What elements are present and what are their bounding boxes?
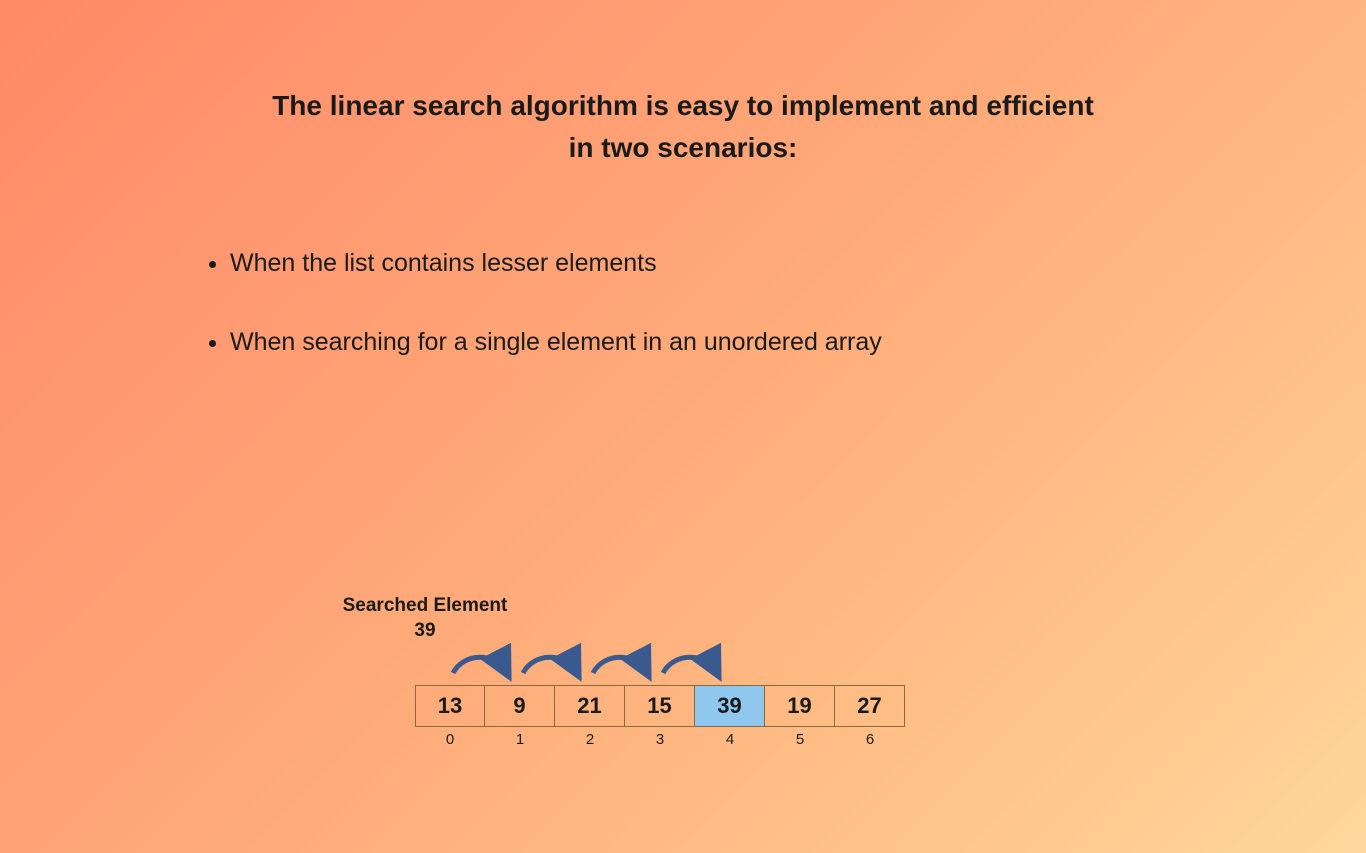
- title-line-1: The linear search algorithm is easy to i…: [272, 90, 1094, 121]
- search-arrows: [445, 623, 765, 688]
- array-cell-highlighted: 39: [695, 685, 765, 727]
- bullet-item: When the list contains lesser elements: [230, 249, 1366, 278]
- array-index: 4: [695, 731, 765, 748]
- searched-element-label: Searched Element: [335, 595, 515, 617]
- array-cell: 13: [415, 685, 485, 727]
- array-index: 3: [625, 731, 695, 748]
- array-cell: 9: [485, 685, 555, 727]
- bullet-item: When searching for a single element in a…: [230, 328, 1366, 357]
- array-cell: 21: [555, 685, 625, 727]
- array-cell: 15: [625, 685, 695, 727]
- array-index: 5: [765, 731, 835, 748]
- array-index: 2: [555, 731, 625, 748]
- array-indices: 0 1 2 3 4 5 6: [415, 731, 905, 748]
- array-cell: 27: [835, 685, 905, 727]
- slide-title: The linear search algorithm is easy to i…: [0, 85, 1366, 169]
- array-cell: 19: [765, 685, 835, 727]
- title-line-2: in two scenarios:: [569, 132, 798, 163]
- array-cells: 13 9 21 15 39 19 27: [415, 685, 905, 727]
- bullet-list: When the list contains lesser elements W…: [200, 249, 1366, 357]
- array-index: 0: [415, 731, 485, 748]
- array-index: 1: [485, 731, 555, 748]
- array-index: 6: [835, 731, 905, 748]
- curved-arrows-svg: [445, 623, 765, 683]
